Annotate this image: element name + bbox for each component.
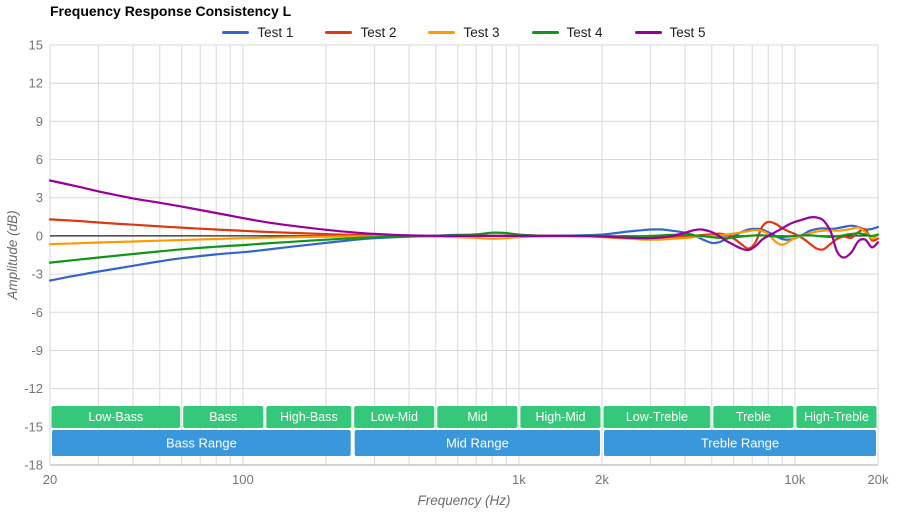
y-tick-label--3: -3 [31, 267, 43, 282]
band-bass [183, 406, 264, 428]
band-treble [713, 406, 794, 428]
legend: Test 1 Test 2 Test 3 Test 4 Test 5 [50, 23, 878, 41]
series-line-test-5 [48, 179, 880, 259]
y-tick-label--12: -12 [24, 381, 43, 396]
chart-title: Frequency Response Consistency L [50, 3, 292, 19]
x-tick-label-10k: 10k [784, 472, 805, 487]
legend-swatch-test-1 [222, 30, 250, 34]
y-tick-label--6: -6 [31, 305, 43, 320]
band-label-high-treble: High-Treble [804, 410, 869, 424]
y-tick-label-0: 0 [36, 228, 43, 243]
band-label-treble: Treble [736, 410, 771, 424]
band-high-treble [796, 406, 877, 428]
series-line-test-1 [48, 224, 880, 282]
series-line-test-4 [48, 231, 880, 264]
band-label-high-mid: High-Mid [535, 410, 585, 424]
band-label-high-bass: High-Bass [280, 410, 338, 424]
legend-swatch-test-5 [634, 30, 662, 34]
legend-swatch-test-2 [325, 30, 353, 34]
band-mid-range [354, 430, 600, 456]
legend-item-test-2: Test 2 [325, 25, 396, 40]
legend-swatch-test-3 [428, 30, 456, 34]
y-tick-label-9: 9 [36, 114, 43, 129]
band-label-mid-range: Mid Range [446, 436, 509, 451]
x-tick-label-20: 20 [43, 472, 57, 487]
legend-label-test-4: Test 4 [566, 24, 603, 40]
band-label-low-mid: Low-Mid [371, 410, 418, 424]
band-treble-range [604, 430, 876, 456]
legend-label-test-2: Test 2 [360, 24, 397, 40]
legend-swatch-test-4 [531, 30, 559, 34]
x-tick-label-1k: 1k [512, 472, 526, 487]
band-low-mid [354, 406, 435, 428]
y-tick-label-12: 12 [29, 76, 43, 91]
band-low-treble [603, 406, 711, 428]
legend-label-test-1: Test 1 [257, 24, 294, 40]
band-label-mid: Mid [467, 410, 487, 424]
legend-item-test-5: Test 5 [634, 24, 706, 40]
legend-item-test-3: Test 3 [428, 24, 500, 40]
band-mid [437, 406, 518, 428]
band-low-bass [51, 406, 181, 428]
band-label-low-treble: Low-Treble [626, 410, 688, 424]
y-tick-label--15: -15 [24, 419, 43, 434]
band-label-treble-range: Treble Range [701, 436, 779, 451]
legend-item-test-4: Test 4 [531, 24, 603, 40]
x-tick-label-100: 100 [232, 472, 254, 487]
band-label-bass: Bass [209, 410, 237, 424]
y-tick-label-3: 3 [36, 190, 43, 205]
legend-label-test-3: Test 3 [463, 24, 500, 40]
series-line-test-3 [48, 226, 880, 246]
y-tick-label-15: 15 [29, 38, 43, 53]
x-tick-label-2k: 2k [595, 472, 609, 487]
legend-label-test-5: Test 5 [669, 24, 706, 40]
band-high-bass [266, 406, 352, 428]
x-axis-title: Frequency (Hz) [417, 493, 511, 508]
band-label-bass-range: Bass Range [166, 436, 237, 451]
band-high-mid [520, 406, 601, 428]
x-tick-label-20k: 20k [868, 472, 889, 487]
y-tick-label--9: -9 [31, 343, 43, 358]
y-tick-label-6: 6 [36, 152, 43, 167]
legend-item-test-1: Test 1 [222, 25, 293, 40]
band-label-low-bass: Low-Bass [88, 410, 143, 424]
band-bass-range [52, 430, 351, 456]
y-tick-label--18: -18 [24, 458, 43, 473]
